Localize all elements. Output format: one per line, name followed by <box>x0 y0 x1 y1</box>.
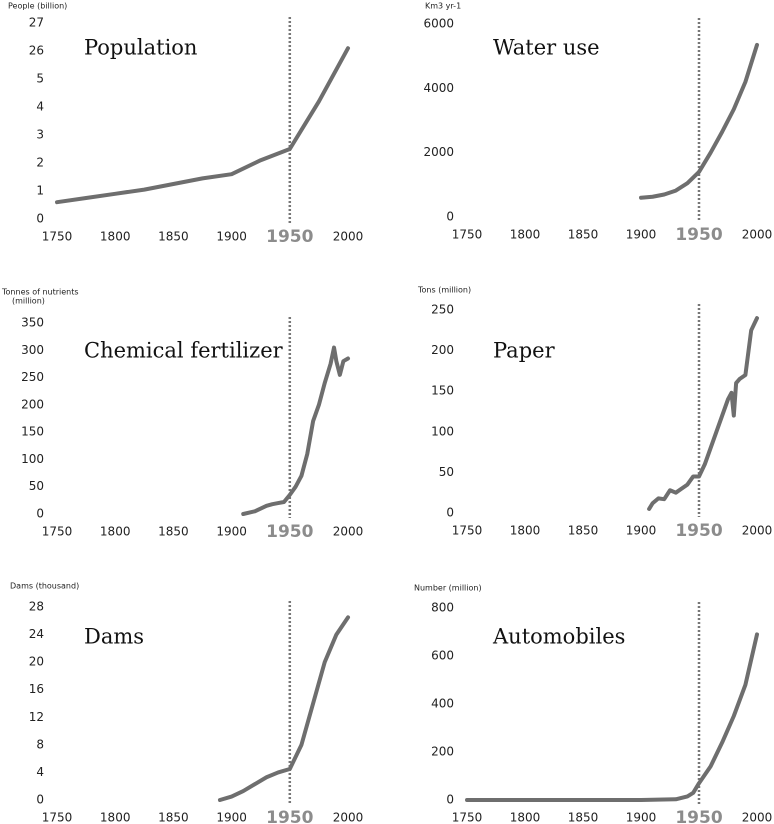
axis-label: Km3 yr-1 <box>425 2 461 11</box>
y-tick-label: 4 <box>36 100 44 114</box>
x-tick-label: 1950 <box>675 521 722 541</box>
y-tick-label: 150 <box>21 425 44 439</box>
x-tick-label: 1800 <box>100 525 131 539</box>
y-tick-label: 300 <box>21 343 44 357</box>
x-tick-label: 1900 <box>216 811 247 824</box>
y-tick-label: 8 <box>36 737 44 751</box>
x-tick-label: 1750 <box>42 230 73 244</box>
data-line <box>55 46 350 205</box>
chart-title: Population <box>84 36 197 60</box>
y-tick-label: 250 <box>431 303 454 317</box>
y-tick-label: 28 <box>29 600 44 614</box>
chart-title: Automobiles <box>492 625 625 649</box>
x-tick-label: 1950 <box>675 808 722 824</box>
axis-label: People (billion) <box>8 2 67 11</box>
axis-label: Dams (thousand) <box>10 582 79 591</box>
x-tick-label: 1800 <box>510 524 541 538</box>
chart-title: Water use <box>493 36 600 60</box>
x-tick-label: 1800 <box>100 230 131 244</box>
y-tick-label: 5 <box>36 72 44 86</box>
y-tick-label: 200 <box>21 397 44 411</box>
x-tick-label: 1850 <box>158 525 189 539</box>
x-tick-label: 1900 <box>626 228 657 242</box>
x-tick-label: 1850 <box>568 228 599 242</box>
y-tick-label: 2000 <box>423 145 454 159</box>
chart-title: Dams <box>84 625 144 649</box>
chart-title: Chemical fertilizer <box>84 339 284 363</box>
y-tick-label: 100 <box>21 452 44 466</box>
data-line <box>639 42 759 200</box>
y-tick-label: 250 <box>21 370 44 384</box>
y-tick-label: 600 <box>431 649 454 663</box>
y-tick-label: 800 <box>431 601 454 615</box>
y-tick-label: 4000 <box>423 81 454 95</box>
y-tick-label: 200 <box>431 745 454 759</box>
x-tick-label: 1950 <box>266 522 313 542</box>
y-tick-label: 0 <box>446 793 454 807</box>
x-tick-label: 1800 <box>510 811 541 824</box>
y-tick-label: 50 <box>439 465 454 479</box>
y-tick-label: 20 <box>29 655 44 669</box>
y-tick-label: 0 <box>446 506 454 520</box>
x-tick-label: 2000 <box>742 811 773 824</box>
y-tick-label: 0 <box>36 507 44 521</box>
y-tick-label: 16 <box>29 682 44 696</box>
x-tick-label: 1950 <box>675 225 722 245</box>
x-tick-label: 1750 <box>42 525 73 539</box>
x-tick-label: 1850 <box>158 811 189 824</box>
axis-label: Tons (million) <box>417 286 471 295</box>
x-tick-label: 1950 <box>266 227 313 247</box>
data-line <box>217 615 350 802</box>
x-tick-label: 1900 <box>216 525 247 539</box>
y-tick-label: 350 <box>21 316 44 330</box>
y-tick-label: 3 <box>36 128 44 142</box>
x-tick-label: 1750 <box>452 524 483 538</box>
axis-label: Tonnes of nutrients <box>1 288 79 297</box>
x-tick-label: 1900 <box>626 811 657 824</box>
y-tick-label: 26 <box>29 44 44 58</box>
chart-title: Paper <box>493 339 556 363</box>
x-tick-label: 2000 <box>333 811 364 824</box>
x-tick-label: 1850 <box>568 811 599 824</box>
y-tick-label: 400 <box>431 697 454 711</box>
y-tick-label: 150 <box>431 384 454 398</box>
y-tick-label: 50 <box>29 479 44 493</box>
axis-label: (million) <box>12 297 45 306</box>
y-tick-label: 0 <box>446 210 454 224</box>
data-line <box>241 345 350 516</box>
y-tick-label: 2 <box>36 156 44 170</box>
y-tick-label: 200 <box>431 343 454 357</box>
data-line <box>647 316 759 511</box>
x-tick-label: 2000 <box>742 524 773 538</box>
y-tick-label: 4 <box>36 765 44 779</box>
y-tick-label: 12 <box>29 710 44 724</box>
data-line <box>465 632 759 802</box>
x-tick-label: 1950 <box>266 808 313 824</box>
x-tick-label: 1900 <box>626 524 657 538</box>
y-tick-label: 0 <box>36 793 44 807</box>
x-tick-label: 2000 <box>333 230 364 244</box>
y-tick-label: 24 <box>29 627 44 641</box>
axis-label: Number (million) <box>414 584 482 593</box>
y-tick-label: 0 <box>36 212 44 226</box>
x-tick-label: 1750 <box>452 228 483 242</box>
x-tick-label: 1800 <box>510 228 541 242</box>
y-tick-label: 1 <box>36 184 44 198</box>
x-tick-label: 1800 <box>100 811 131 824</box>
x-tick-label: 2000 <box>333 525 364 539</box>
x-tick-label: 1900 <box>216 230 247 244</box>
x-tick-label: 1750 <box>452 811 483 824</box>
x-tick-label: 1850 <box>568 524 599 538</box>
x-tick-label: 1850 <box>158 230 189 244</box>
y-tick-label: 100 <box>431 424 454 438</box>
y-tick-label: 6000 <box>423 17 454 31</box>
x-tick-label: 2000 <box>742 228 773 242</box>
x-tick-label: 1750 <box>42 811 73 824</box>
y-tick-label: 27 <box>29 16 44 30</box>
